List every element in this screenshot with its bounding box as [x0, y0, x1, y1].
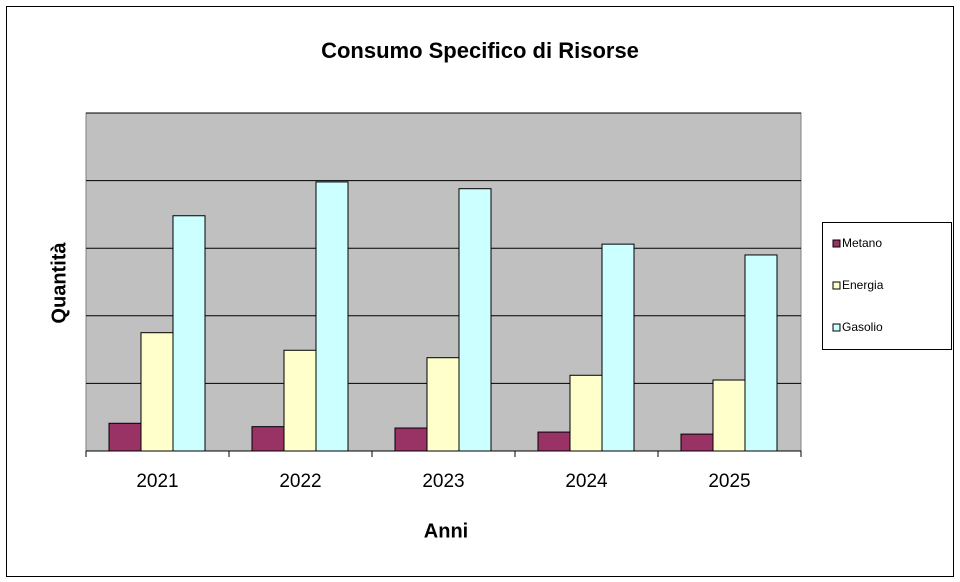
legend-swatch: [832, 239, 841, 248]
legend: [822, 222, 952, 350]
bar: [108, 422, 142, 452]
bar: [712, 379, 746, 452]
bar: [426, 357, 460, 452]
x-tick-label: 2023: [422, 471, 464, 492]
bar: [744, 254, 778, 452]
legend-swatch: [832, 323, 841, 332]
x-tick-label: 2025: [708, 471, 750, 492]
bar: [315, 181, 349, 452]
x-tick-label: 2022: [279, 471, 321, 492]
y-axis-label: Quantità: [48, 242, 70, 324]
bar: [251, 426, 285, 452]
bar: [680, 433, 714, 452]
chart-title: Consumo Specifico di Risorse: [321, 38, 639, 63]
x-tick-label: 2021: [136, 471, 178, 492]
bar: [172, 215, 206, 452]
legend-swatch: [832, 281, 841, 290]
x-tick-label: 2024: [565, 471, 608, 492]
legend-label: Gasolio: [842, 320, 883, 334]
legend-label: Metano: [842, 236, 882, 250]
bar: [537, 431, 571, 452]
bar: [569, 374, 603, 452]
legend-label: Energia: [842, 278, 884, 292]
bar: [283, 349, 317, 452]
bar: [458, 188, 492, 452]
bar: [601, 243, 635, 452]
x-axis-label: Anni: [424, 520, 468, 542]
bar: [140, 332, 174, 452]
bar: [394, 427, 428, 452]
